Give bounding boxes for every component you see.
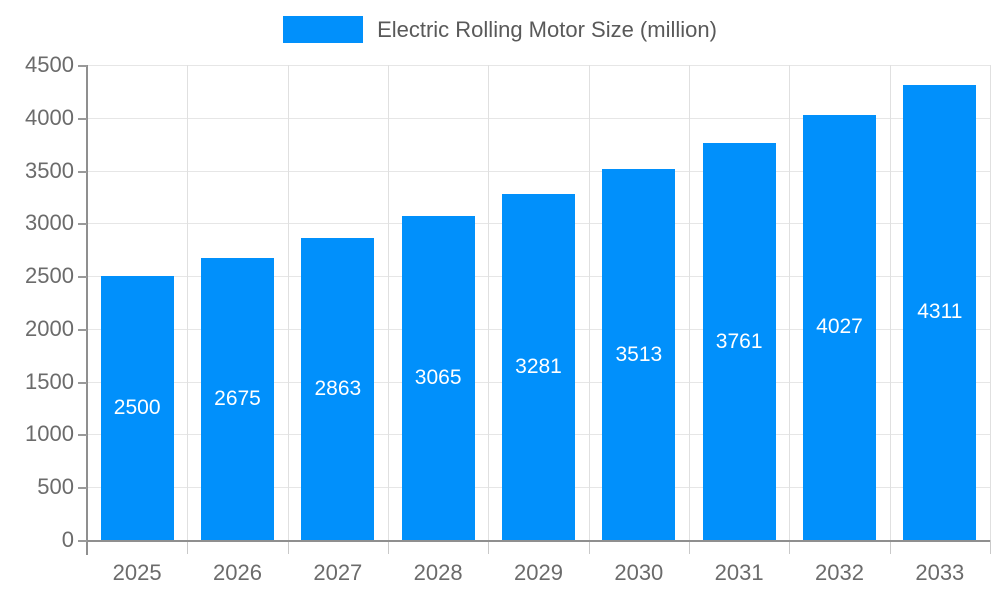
bar-2025[interactable] [100,276,174,540]
x-axis-label: 2030 [614,560,664,585]
gridline-vertical [789,65,791,540]
gridline-vertical [889,65,891,540]
gridline-vertical [990,65,991,540]
bar-2026[interactable] [201,257,274,540]
bar-value-label: 2500 [113,396,161,420]
bar-2028[interactable] [401,216,475,540]
y-axis-label: 0 [61,527,74,552]
gridline-horizontal [87,65,990,66]
x-axis-label: 2031 [714,560,764,585]
y-axis-label: 4500 [25,52,74,77]
y-axis-label: 3000 [25,210,74,236]
x-axis-tick [990,540,991,554]
y-axis-tick [78,381,87,384]
bar-2033[interactable] [903,84,977,540]
y-axis-label: 2000 [25,315,74,341]
y-axis-tick [78,117,87,120]
gridline-vertical [388,65,389,540]
x-axis-label: 2027 [313,560,363,585]
x-axis-tick [689,540,690,554]
y-axis-label: 1500 [25,368,74,394]
bar-value-label: 3281 [515,354,562,378]
x-axis-label: 2026 [213,560,262,585]
gridline-horizontal [87,117,990,119]
bar-value-label: 4311 [917,300,963,324]
y-axis-label: 2500 [25,263,74,289]
bar-value-label: 4027 [816,315,863,339]
x-axis-label: 2033 [915,560,965,585]
bar-value-label: 2863 [314,376,362,400]
gridline-vertical [488,65,490,540]
legend-label: Electric Rolling Motor Size (million) [377,16,717,42]
x-axis-tick [789,540,791,554]
bar-2029[interactable] [502,193,575,540]
y-axis-tick [78,276,87,279]
y-axis-tick [78,487,87,490]
x-axis-label: 2028 [413,560,463,585]
y-axis-line [86,65,88,555]
gridline-vertical [187,65,189,540]
bar-value-label: 3065 [414,366,462,390]
y-axis-label: 4000 [25,104,74,130]
x-axis-label: 2032 [815,560,864,585]
legend-swatch-icon [283,16,364,43]
y-axis-tick [78,65,87,67]
y-axis-label: 3500 [25,157,74,183]
y-axis-label: 500 [37,474,74,500]
y-axis-tick [78,540,87,542]
x-axis-tick [187,540,189,554]
gridline-horizontal [87,170,990,172]
x-axis-tick [588,540,590,554]
y-axis-tick [78,223,87,226]
y-axis-tick [78,170,87,173]
x-axis-tick [488,540,490,554]
x-axis-line [86,540,990,542]
gridline-vertical [588,65,590,540]
bar-value-label: 3513 [615,342,663,366]
x-axis-label: 2029 [514,560,563,585]
bar-2030[interactable] [602,169,676,540]
x-axis-tick [388,540,389,554]
x-axis-tick [287,540,289,554]
legend[interactable]: Electric Rolling Motor Size (million) [0,16,1000,43]
y-axis-tick [78,328,87,331]
bar-value-label: 2675 [214,386,261,410]
bar-2032[interactable] [803,114,876,540]
bar-value-label: 3761 [715,329,763,353]
bar-2027[interactable] [301,237,375,540]
gridline-vertical [689,65,690,540]
y-axis-tick [78,434,87,437]
x-axis-label: 2025 [112,560,162,585]
y-axis-label: 1000 [25,421,74,447]
gridline-vertical [287,65,289,540]
bar-2031[interactable] [702,143,776,540]
x-axis-tick [889,540,891,554]
